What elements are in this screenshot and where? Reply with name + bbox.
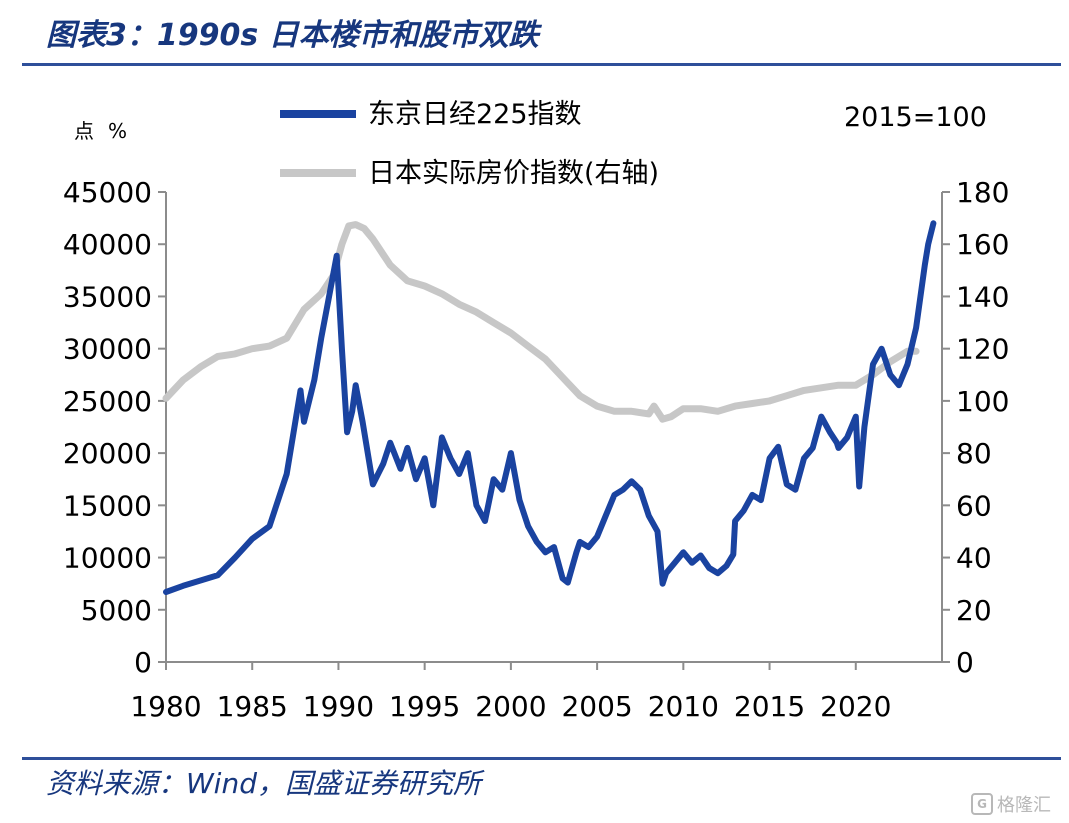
x-tick-label: 2005 <box>561 690 632 723</box>
right-tick-label: 40 <box>956 542 992 575</box>
right-tick-label: 140 <box>956 280 1009 313</box>
left-tick-label: 35000 <box>63 280 152 313</box>
x-tick-label: 2000 <box>475 690 546 723</box>
top-rule <box>22 63 1061 66</box>
x-tick-label: 1980 <box>130 690 201 723</box>
left-tick-label: 15000 <box>63 489 152 522</box>
right-tick-label: 100 <box>956 385 1009 418</box>
right-tick-label: 20 <box>956 594 992 627</box>
left-tick-label: 25000 <box>63 385 152 418</box>
x-tick-label: 1995 <box>389 690 460 723</box>
right-tick-label: 80 <box>956 437 992 470</box>
series-layer <box>162 220 937 595</box>
right-tick-label: 120 <box>956 333 1009 366</box>
x-tick-label: 2015 <box>734 690 805 723</box>
watermark-text: 格隆汇 <box>997 795 1051 816</box>
left-tick-label: 40000 <box>63 228 152 261</box>
left-axis-unit: 点 <box>74 119 94 143</box>
watermark: G 格隆汇 <box>971 791 1051 817</box>
right-tick-label: 60 <box>956 489 992 522</box>
watermark-logo-icon: G <box>971 793 993 815</box>
right-tick-label: 0 <box>956 646 974 679</box>
ticks-layer: 0500010000150002000025000300003500040000… <box>63 176 1010 723</box>
left-tick-label: 5000 <box>81 594 152 627</box>
x-tick-label: 2020 <box>820 690 891 723</box>
figure-title: 图表3：1990s 日本楼市和股市双跌 <box>46 18 539 53</box>
right-tick-label: 180 <box>956 176 1009 209</box>
left-tick-label: 0 <box>134 646 152 679</box>
left-tick-label: 10000 <box>63 542 152 575</box>
right-tick-label: 160 <box>956 228 1009 261</box>
x-tick-label: 1990 <box>303 690 374 723</box>
series-line-nikkei-225 <box>163 220 937 595</box>
left-tick-label: 30000 <box>63 333 152 366</box>
base-note: 2015=100 <box>844 102 987 133</box>
right-axis-unit: % <box>108 119 127 143</box>
legend-label-housing: 日本实际房价指数(右轴) <box>368 158 659 189</box>
series-line-housing-index <box>162 221 920 423</box>
x-tick-label: 2010 <box>648 690 719 723</box>
left-tick-label: 20000 <box>63 437 152 470</box>
left-tick-label: 45000 <box>63 176 152 209</box>
chart: 东京日经225指数 日本实际房价指数(右轴) 2015=100 点 % 0 500… <box>63 99 1010 723</box>
legend-label-nikkei: 东京日经225指数 <box>368 99 582 130</box>
bottom-rule <box>22 757 1061 760</box>
source-note: 资料来源：Wind，国盛证券研究所 <box>46 767 481 800</box>
x-tick-label: 1985 <box>217 690 288 723</box>
